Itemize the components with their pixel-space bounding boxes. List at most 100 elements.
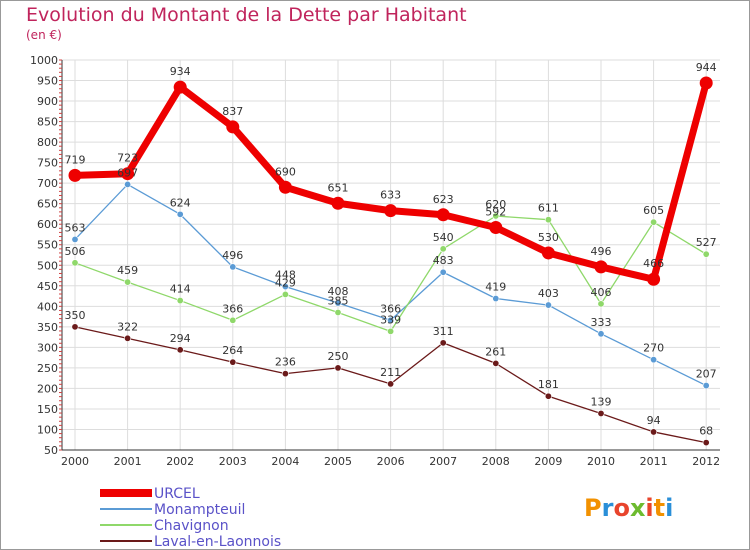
data-label: 385 bbox=[328, 294, 349, 307]
data-label: 264 bbox=[222, 344, 243, 357]
data-point bbox=[387, 380, 395, 388]
data-point bbox=[124, 278, 132, 286]
data-point bbox=[281, 283, 289, 291]
data-label: 350 bbox=[65, 309, 86, 322]
y-tick-label: 400 bbox=[37, 300, 58, 313]
data-point bbox=[597, 330, 605, 338]
data-label: 94 bbox=[647, 414, 661, 427]
data-labels: 350 322 294 264 236 250 211 311 261 181 139 94 68 563… bbox=[65, 61, 717, 438]
data-point bbox=[229, 316, 237, 324]
data-point bbox=[281, 370, 289, 378]
data-label: 633 bbox=[380, 189, 401, 202]
x-tick-label: 2000 bbox=[61, 455, 89, 468]
data-point bbox=[387, 316, 395, 324]
y-tick-label: 300 bbox=[37, 341, 58, 354]
data-point bbox=[384, 204, 398, 218]
data-label: 690 bbox=[275, 165, 296, 178]
data-label: 403 bbox=[538, 287, 559, 300]
data-point bbox=[121, 167, 135, 181]
data-label: 261 bbox=[485, 345, 506, 358]
data-label: 527 bbox=[696, 236, 717, 249]
y-tick-label: 1000 bbox=[30, 54, 58, 67]
legend-label: Laval-en-Laonnois bbox=[154, 534, 281, 550]
data-label: 623 bbox=[433, 193, 454, 206]
data-point bbox=[173, 80, 187, 94]
y-tick-label: 850 bbox=[37, 116, 58, 129]
data-point bbox=[492, 212, 500, 220]
y-tick-label: 550 bbox=[37, 239, 58, 252]
data-point bbox=[71, 323, 79, 331]
data-label: 651 bbox=[328, 181, 349, 194]
brand-text: Proxiti bbox=[584, 494, 673, 522]
data-point bbox=[702, 439, 710, 447]
x-tick-label: 2009 bbox=[534, 455, 562, 468]
y-tick-label: 900 bbox=[37, 95, 58, 108]
data-point bbox=[650, 356, 658, 364]
x-tick-label: 2007 bbox=[429, 455, 457, 468]
data-label: 506 bbox=[65, 245, 86, 258]
data-label: 605 bbox=[643, 204, 664, 217]
y-tick-label: 750 bbox=[37, 157, 58, 170]
axes: 50 100 150 200 250 300 350 400 450 500 550 600 650 70… bbox=[30, 54, 720, 468]
y-tick-label: 100 bbox=[37, 423, 58, 436]
data-label: 837 bbox=[222, 105, 243, 118]
data-point bbox=[176, 297, 184, 305]
data-point bbox=[439, 268, 447, 276]
data-label: 414 bbox=[170, 283, 191, 296]
data-point bbox=[541, 246, 555, 260]
data-point bbox=[334, 299, 342, 307]
data-label: 366 bbox=[380, 302, 401, 315]
data-label: 408 bbox=[328, 285, 349, 298]
data-point bbox=[436, 208, 450, 222]
data-point bbox=[176, 346, 184, 354]
data-point bbox=[331, 196, 345, 210]
data-label: 366 bbox=[222, 302, 243, 315]
data-point bbox=[226, 120, 240, 134]
data-point bbox=[176, 210, 184, 218]
y-tick-label: 500 bbox=[37, 259, 58, 272]
data-label: 250 bbox=[328, 350, 349, 363]
data-point bbox=[71, 235, 79, 243]
data-label: 294 bbox=[170, 332, 191, 345]
x-tick-label: 2010 bbox=[587, 455, 615, 468]
series-laval-en-laonnois bbox=[71, 323, 710, 447]
data-point bbox=[597, 300, 605, 308]
data-label: 719 bbox=[65, 153, 86, 166]
data-point bbox=[278, 180, 292, 194]
x-tick-label: 2011 bbox=[640, 455, 668, 468]
data-point bbox=[544, 216, 552, 224]
data-label: 406 bbox=[591, 286, 612, 299]
data-label: 697 bbox=[117, 166, 138, 179]
x-tick-label: 2012 bbox=[692, 455, 720, 468]
data-label: 211 bbox=[380, 366, 401, 379]
y-tick-label: 800 bbox=[37, 136, 58, 149]
data-label: 624 bbox=[170, 196, 191, 209]
data-label: 333 bbox=[591, 316, 612, 329]
data-label: 448 bbox=[275, 269, 296, 282]
y-tick-label: 600 bbox=[37, 218, 58, 231]
data-label: 429 bbox=[275, 276, 296, 289]
x-tick-label: 2005 bbox=[324, 455, 352, 468]
y-tick-label: 650 bbox=[37, 198, 58, 211]
data-label: 236 bbox=[275, 356, 296, 369]
legend-item: Laval-en-Laonnois bbox=[100, 534, 281, 550]
data-point bbox=[647, 272, 661, 286]
data-label: 181 bbox=[538, 378, 559, 391]
series-chavignon bbox=[71, 212, 710, 335]
chart-title: Evolution du Montant de la Dette par Hab… bbox=[26, 4, 467, 26]
data-point bbox=[594, 260, 608, 274]
chart-unit: (en €) bbox=[26, 28, 62, 42]
legend-label: Chavignon bbox=[154, 518, 229, 534]
y-tick-label: 50 bbox=[44, 444, 58, 457]
y-tick-label: 250 bbox=[37, 362, 58, 375]
legend: URCELMonampteuilChavignonLaval-en-Laonno… bbox=[100, 486, 281, 550]
data-label: 723 bbox=[117, 152, 138, 165]
data-point bbox=[229, 263, 237, 271]
data-label: 620 bbox=[485, 198, 506, 211]
legend-label: URCEL bbox=[154, 486, 200, 502]
y-tick-label: 150 bbox=[37, 403, 58, 416]
data-point bbox=[699, 76, 713, 90]
y-tick-label: 450 bbox=[37, 280, 58, 293]
data-label: 540 bbox=[433, 231, 454, 244]
